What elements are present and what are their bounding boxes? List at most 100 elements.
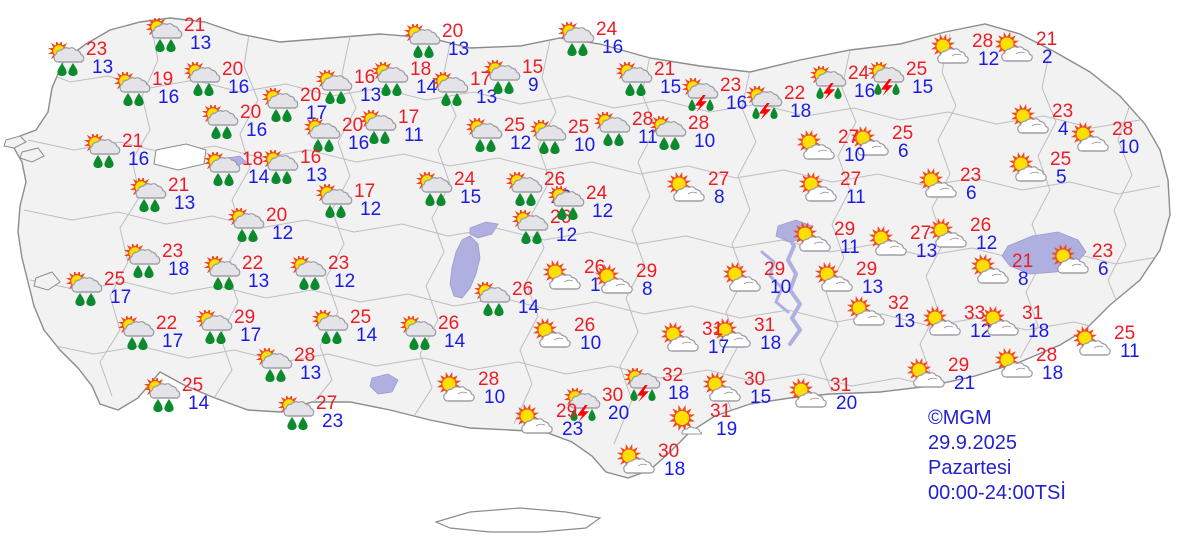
max-temperature-label: 23: [1052, 101, 1074, 122]
min-temperature-label: 13: [174, 193, 196, 214]
sun-cloud-rain-icon: [410, 172, 456, 206]
max-temperature-label: 25: [182, 375, 204, 396]
max-temperature-label: 26: [438, 313, 460, 334]
sun-cloud-rain-icon: [256, 88, 302, 122]
sun-cloud-icon: [710, 318, 756, 352]
sun-cloud-rain-icon: [272, 396, 318, 430]
sun-cloud-rain-icon: [524, 120, 570, 154]
max-temperature-label: 17: [470, 69, 492, 90]
min-temperature-label: 19: [716, 419, 738, 440]
forecast-day: Pazartesi: [928, 457, 1012, 479]
min-temperature-label: 17: [240, 325, 262, 346]
sun-cloud-icon: [796, 172, 842, 206]
max-temperature-label: 25: [892, 123, 914, 144]
sun-cloud-icon: [992, 32, 1038, 66]
min-temperature-label: 14: [248, 167, 270, 188]
min-temperature-label: 16: [726, 93, 748, 114]
min-temperature-label: 2: [1042, 47, 1053, 68]
max-temperature-label: 31: [710, 401, 732, 422]
sun-cloud-rain-icon: [644, 116, 690, 150]
min-temperature-label: 21: [954, 373, 976, 394]
min-temperature-label: 4: [1058, 119, 1069, 140]
max-temperature-label: 17: [398, 107, 420, 128]
max-temperature-label: 16: [354, 67, 376, 88]
max-temperature-label: 24: [454, 169, 476, 190]
max-temperature-label: 17: [354, 181, 376, 202]
min-temperature-label: 10: [770, 277, 792, 298]
min-temperature-label: 15: [660, 77, 682, 98]
max-temperature-label: 21: [1012, 251, 1034, 272]
sun-cloud-rain-icon: [250, 348, 296, 382]
min-temperature-label: 16: [128, 149, 150, 170]
sun-cloud-rain-icon: [222, 208, 268, 242]
max-temperature-label: 27: [910, 223, 932, 244]
salt-lake: [449, 235, 481, 299]
sun-cloud-icon: [1008, 104, 1054, 138]
min-temperature-label: 12: [272, 223, 294, 244]
forecast-hours: 00:00-24:00TSİ: [928, 482, 1066, 504]
sun-cloud-icon: [434, 372, 480, 406]
sun-cloud-icon: [614, 444, 660, 478]
sun-cloud-icon: [1070, 326, 1116, 360]
max-temperature-label: 29: [234, 307, 256, 328]
min-temperature-label: 13: [248, 271, 270, 292]
min-temperature-label: 17: [162, 331, 184, 352]
max-temperature-label: 29: [834, 219, 856, 240]
sun-cloud-rain-icon: [398, 24, 444, 58]
max-temperature-label: 23: [162, 241, 184, 262]
max-temperature-label: 23: [720, 75, 742, 96]
min-temperature-label: 15: [750, 387, 772, 408]
min-temperature-label: 10: [574, 135, 596, 156]
sun-cloud-rain-icon: [610, 62, 656, 96]
max-temperature-label: 27: [708, 169, 730, 190]
min-temperature-label: 13: [916, 241, 938, 262]
max-temperature-label: 29: [636, 261, 658, 282]
province-borders: [23, 19, 1165, 445]
max-temperature-label: 21: [184, 15, 206, 36]
min-temperature-label: 17: [306, 103, 328, 124]
sun-cloud-icon: [844, 296, 890, 330]
min-temperature-label: 10: [484, 387, 506, 408]
max-temperature-label: 20: [222, 59, 244, 80]
max-temperature-label: 25: [504, 115, 526, 136]
min-temperature-label: 12: [556, 225, 578, 246]
max-temperature-label: 27: [840, 169, 862, 190]
sun-cloud-rain-icon: [78, 134, 124, 168]
min-temperature-label: 10: [1118, 137, 1140, 158]
max-temperature-label: 25: [906, 59, 928, 80]
min-temperature-label: 12: [978, 49, 1000, 70]
sun-cloud-rain-icon: [366, 62, 412, 96]
sun-cloud-icon: [812, 262, 858, 296]
sun-cloud-rain-thunder-icon: [804, 66, 850, 100]
min-temperature-label: 13: [306, 165, 328, 186]
min-temperature-label: 12: [976, 233, 998, 254]
max-temperature-label: 27: [838, 127, 860, 148]
sun-cloud-icon: [920, 306, 966, 340]
sun-cloud-icon: [794, 130, 840, 164]
sun-cloud-rain-icon: [108, 72, 154, 106]
min-temperature-label: 23: [562, 419, 584, 440]
sun-cloud-rain-icon: [460, 118, 506, 152]
max-temperature-label: 23: [328, 253, 350, 274]
max-temperature-label: 25: [104, 269, 126, 290]
min-temperature-label: 8: [642, 279, 653, 300]
min-temperature-label: 10: [694, 131, 716, 152]
min-temperature-label: 11: [846, 187, 866, 208]
sun-cloud-rain-icon: [306, 310, 352, 344]
min-temperature-label: 5: [1056, 167, 1067, 188]
max-temperature-label: 23: [86, 39, 108, 60]
max-temperature-label: 22: [242, 253, 264, 274]
sun-cloud-rain-thunder-icon: [618, 368, 664, 402]
max-temperature-label: 21: [122, 131, 144, 152]
sun-cloud-rain-icon: [118, 244, 164, 278]
min-temperature-label: 11: [1120, 341, 1140, 362]
river-tigris: [760, 250, 790, 314]
sun-cloud-rain-icon: [178, 62, 224, 96]
sun-cloud-icon: [848, 126, 894, 160]
min-temperature-label: 18: [668, 383, 690, 404]
sun-cloud-icon: [968, 254, 1014, 288]
max-temperature-label: 28: [1112, 119, 1134, 140]
max-temperature-label: 25: [1114, 323, 1136, 344]
max-temperature-label: 20: [442, 21, 464, 42]
